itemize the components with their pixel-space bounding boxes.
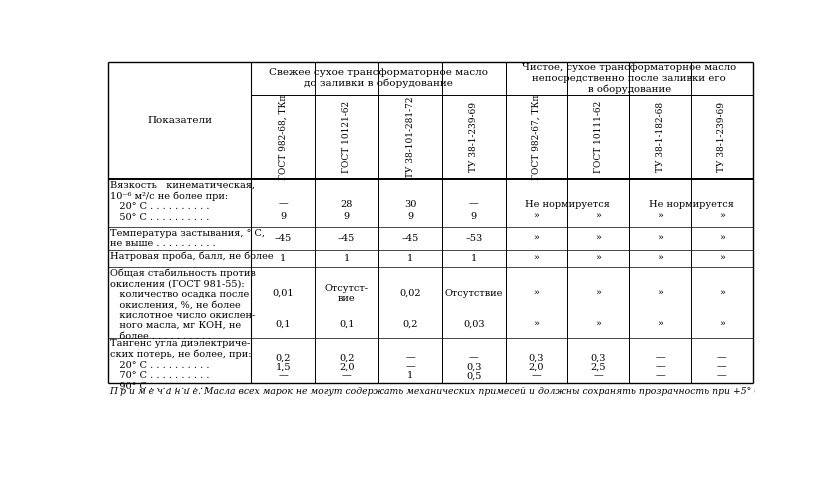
Text: 0,3: 0,3 [529,354,545,362]
Text: –45: –45 [402,234,419,243]
Text: Вязкость   кинематическая,
10⁻⁶ м²/c не более при:
   20° C . . . . . . . . . .
: Вязкость кинематическая, 10⁻⁶ м²/c не бо… [110,181,255,222]
Text: »: » [534,289,539,298]
Text: »: » [596,211,602,221]
Text: 9: 9 [471,211,477,221]
Text: —: — [655,372,665,380]
Text: 2,0: 2,0 [529,362,545,372]
Text: ТУ 38-1-182-68: ТУ 38-1-182-68 [655,102,664,172]
Text: 1: 1 [407,254,414,263]
Text: ТУ 38-101-281-72: ТУ 38-101-281-72 [406,96,414,178]
Text: Свежее сухое трансформаторное масло
до заливки в оборудование: Свежее сухое трансформаторное масло до з… [269,69,488,89]
Text: »: » [596,319,602,328]
Text: »: » [657,254,663,263]
Text: »: » [534,254,539,263]
Text: –45: –45 [338,234,355,243]
Text: 0,2: 0,2 [403,319,418,328]
Text: »: » [719,289,725,298]
Text: »: » [657,234,663,243]
Text: »: » [657,319,663,328]
Text: 0,2: 0,2 [275,354,291,362]
Text: —: — [655,354,665,362]
Text: 0,3: 0,3 [591,354,606,362]
Text: 1,5: 1,5 [275,362,291,372]
Text: »: » [534,319,539,328]
Text: —: — [405,362,415,372]
Text: 0,03: 0,03 [463,319,485,328]
Text: »: » [657,211,663,221]
Text: —: — [593,372,603,380]
Text: 28: 28 [341,200,353,208]
Text: —: — [279,200,288,208]
Text: 0,1: 0,1 [275,319,291,328]
Text: 1: 1 [343,254,350,263]
Text: »: » [534,234,539,243]
Text: 1: 1 [471,254,477,263]
Text: Отсутствие: Отсутствие [445,289,503,298]
Text: 2,5: 2,5 [591,362,606,372]
Text: »: » [596,254,602,263]
Text: Тангенс угла диэлектриче-
ских потерь, не более, при:
   20° C . . . . . . . . .: Тангенс угла диэлектриче- ских потерь, н… [110,339,252,391]
Text: Температура застывания, ° С,
не выше . . . . . . . . . .: Температура застывания, ° С, не выше . .… [110,228,265,248]
Text: 2,0: 2,0 [339,362,354,372]
Text: »: » [596,234,602,243]
Text: Не нормируется: Не нормируется [649,200,733,208]
Text: 1: 1 [280,254,286,263]
Text: Чистое, сухое трансформаторное масло
непосредственно после заливки его
в оборудо: Чистое, сухое трансформаторное масло неп… [522,63,737,94]
Text: Натровая проба, балл, не более: Натровая проба, балл, не более [110,252,274,261]
Text: 1: 1 [407,372,414,380]
Text: 9: 9 [344,211,350,221]
Text: —: — [717,372,727,380]
Text: 30: 30 [404,200,416,208]
Text: Не нормируется: Не нормируется [525,200,610,208]
Text: ГОСТ 982-68, ТКп: ГОСТ 982-68, ТКп [279,94,288,180]
Text: »: » [719,234,725,243]
Text: »: » [534,211,539,221]
Text: 0,2: 0,2 [339,354,354,362]
Text: —: — [532,372,541,380]
Text: —: — [405,354,415,362]
Text: ТУ 38-1-239-69: ТУ 38-1-239-69 [717,102,727,172]
Text: ГОСТ 10111-62: ГОСТ 10111-62 [594,101,602,173]
Text: 0,3: 0,3 [466,362,482,372]
Text: —: — [469,354,479,362]
Text: –53: –53 [465,234,482,243]
Text: 0,02: 0,02 [399,289,421,298]
Text: Отсутст-
вие: Отсутст- вие [325,283,368,303]
Text: 0,1: 0,1 [339,319,354,328]
Text: Показатели: Показатели [147,116,212,125]
Text: ГОСТ 10121-62: ГОСТ 10121-62 [342,101,352,173]
Text: »: » [596,289,602,298]
Text: 0,5: 0,5 [466,372,482,380]
Text: »: » [719,211,725,221]
Text: —: — [341,372,352,380]
Text: ТУ 38-1-239-69: ТУ 38-1-239-69 [469,102,478,172]
Text: ГОСТ 982-67, ТКп: ГОСТ 982-67, ТКп [532,94,541,180]
Text: —: — [717,354,727,362]
Text: »: » [657,289,663,298]
Text: —: — [469,200,479,208]
Text: »: » [719,254,725,263]
Text: 0,01: 0,01 [273,289,294,298]
Text: Общая стабильность против
окисления (ГОСТ 981-55):
   количество осадка после
  : Общая стабильность против окисления (ГОС… [110,269,256,340]
Text: 9: 9 [407,211,414,221]
Text: —: — [279,372,288,380]
Text: —: — [655,362,665,372]
Text: –45: –45 [274,234,292,243]
Text: 9: 9 [280,211,286,221]
Text: —: — [717,362,727,372]
Text: П р и м е ч а н и е. Масла всех марок не могут содержать механических примесей и: П р и м е ч а н и е. Масла всех марок не… [110,387,765,396]
Text: »: » [719,319,725,328]
